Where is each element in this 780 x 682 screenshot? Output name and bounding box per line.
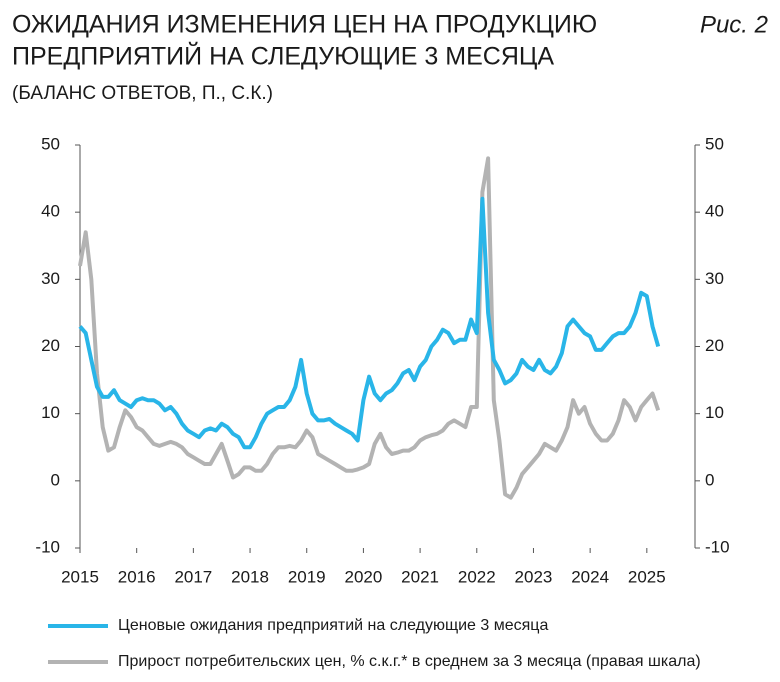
x-tick-label: 2022 xyxy=(458,567,496,586)
x-tick-label: 2023 xyxy=(515,567,553,586)
x-tick-label: 2020 xyxy=(344,567,382,586)
subtitle: (БАЛАНС ОТВЕТОВ, П., С.К.) xyxy=(12,83,273,104)
x-tick-label: 2018 xyxy=(231,567,269,586)
x-tick-label: 2025 xyxy=(628,567,666,586)
x-tick-label: 2021 xyxy=(401,567,439,586)
y-tick-label: 20 xyxy=(41,336,60,355)
y2-tick-label: 50 xyxy=(705,134,724,153)
chart-title: ПРЕДПРИЯТИЙ НА СЛЕДУЮЩИЕ 3 МЕСЯЦА xyxy=(12,41,554,71)
chart-title: ОЖИДАНИЯ ИЗМЕНЕНИЯ ЦЕН НА ПРОДУКЦИЮ xyxy=(12,11,597,39)
y-tick-label: 50 xyxy=(41,134,60,153)
x-tick-label: 2019 xyxy=(288,567,326,586)
y-tick-label: 0 xyxy=(51,470,60,489)
x-tick-label: 2015 xyxy=(61,567,99,586)
x-tick-label: 2016 xyxy=(118,567,156,586)
y2-tick-label: 20 xyxy=(705,336,724,355)
y2-tick-label: -10 xyxy=(705,537,730,556)
line-series xyxy=(78,196,661,450)
legend-label: Прирост потребительских цен, % с.к.г.* в… xyxy=(118,653,701,670)
y2-tick-label: 0 xyxy=(705,470,714,489)
y2-tick-label: 30 xyxy=(705,269,724,288)
figure-label: Рис. 2 xyxy=(700,11,768,38)
y-tick-label: 30 xyxy=(41,269,60,288)
line-series xyxy=(78,156,661,500)
x-tick-label: 2017 xyxy=(174,567,212,586)
y2-tick-label: 40 xyxy=(705,202,724,221)
y2-tick-label: 10 xyxy=(705,403,724,422)
y-tick-label: -10 xyxy=(35,537,60,556)
y-tick-label: 10 xyxy=(41,403,60,422)
legend-label: Ценовые ожидания предприятий на следующи… xyxy=(118,617,548,634)
y-tick-label: 40 xyxy=(41,202,60,221)
x-tick-label: 2024 xyxy=(571,567,609,586)
